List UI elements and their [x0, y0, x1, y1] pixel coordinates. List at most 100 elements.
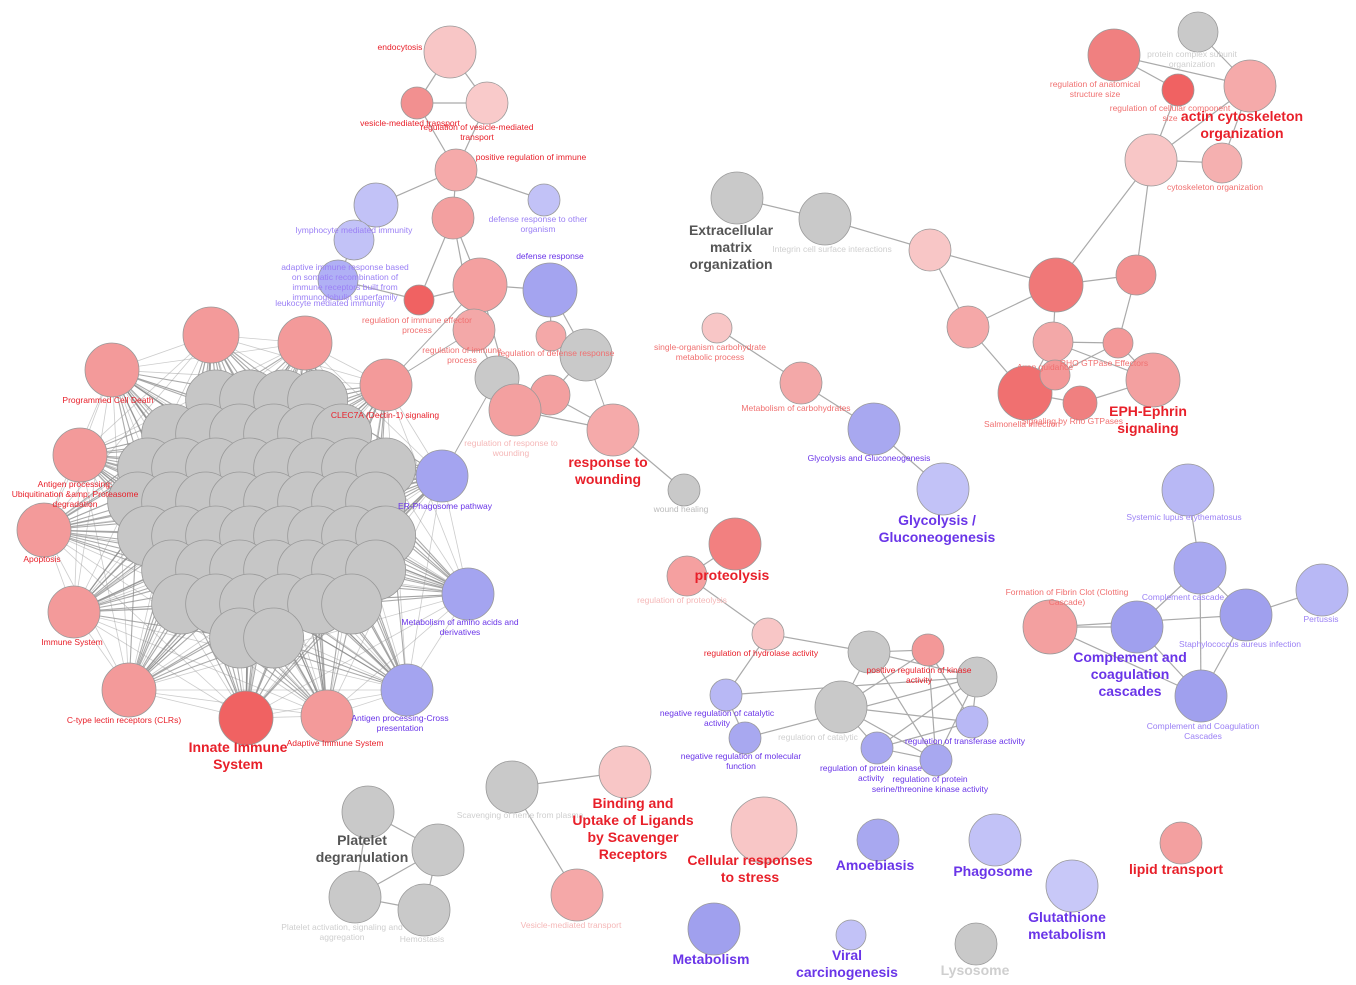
node	[403, 284, 435, 316]
node-label: defense response	[516, 251, 584, 261]
label-line: negative regulation of molecular	[681, 751, 802, 761]
label-line: Metabolism of carbohydrates	[741, 403, 850, 413]
node-label: Immune System	[41, 637, 102, 647]
node-label: Vesicle-mediated transport	[521, 920, 622, 930]
node	[667, 473, 701, 507]
node	[860, 731, 894, 765]
label-line: carcinogenesis	[796, 964, 898, 980]
node	[411, 823, 465, 877]
node-label: ER-Phagosome pathway	[398, 501, 493, 511]
label-line: to stress	[721, 869, 780, 885]
node	[353, 182, 399, 228]
node-label: Pertussis	[1304, 614, 1339, 624]
label-line: protein complex subunit	[1147, 49, 1237, 59]
label-line: regulation of cellular component	[1110, 103, 1231, 113]
label-line: serine/threonine kinase activity	[872, 784, 989, 794]
node	[550, 868, 604, 922]
label-line: Cascade)	[1049, 597, 1086, 607]
label-line: Uptake of Ligands	[572, 812, 694, 828]
node-label: Metabolism of amino acids and derivatives	[401, 617, 518, 637]
node	[527, 183, 561, 217]
node	[1087, 28, 1141, 82]
label-line: regulation of transferase activity	[905, 736, 1026, 746]
node-label: Salmonella infection	[984, 419, 1060, 429]
label-line: Ubiquitination &amp; Proteasome	[12, 489, 139, 499]
label-line: regulation of anatomical	[1050, 79, 1140, 89]
node	[1201, 142, 1243, 184]
edge	[876, 721, 973, 749]
node-label: Antigen processing-Cross presentation	[351, 713, 448, 733]
node	[300, 689, 354, 743]
node	[1161, 463, 1215, 517]
node	[16, 502, 72, 558]
label-line: Antigen processing-Cross	[351, 713, 448, 723]
node	[1045, 859, 1099, 913]
group-label: Platelet degranulation	[316, 832, 409, 865]
node	[400, 86, 434, 120]
label-line: coagulation	[1091, 666, 1170, 682]
node	[52, 427, 108, 483]
label-line: Receptors	[599, 846, 668, 862]
label-line: regulation of proteolysis	[637, 595, 727, 605]
node-label: Hemostasis	[400, 934, 444, 944]
node	[218, 690, 274, 746]
node	[709, 678, 743, 712]
node	[415, 449, 469, 503]
node	[946, 305, 990, 349]
label-line: activity	[858, 773, 885, 783]
node	[916, 462, 970, 516]
node-label: Staphylococcus aureus infection	[1179, 639, 1301, 649]
node	[535, 320, 567, 352]
node	[431, 196, 475, 240]
group-label: actin cytoskeleton organization	[1181, 108, 1303, 141]
group-label: Amoebiasis	[836, 857, 915, 873]
label-line: size	[1162, 113, 1177, 123]
group-label: Metabolism	[672, 951, 749, 967]
node-label: adaptive immune response based on somatic…	[281, 262, 409, 302]
node	[380, 663, 434, 717]
label-line: process	[402, 325, 432, 335]
node-label: Formation of Fibrin Clot (Clotting Cascad…	[1006, 587, 1129, 607]
label-line: function	[726, 761, 756, 771]
node	[1110, 600, 1164, 654]
label-line: activity	[906, 675, 933, 685]
label-line: Integrin cell surface interactions	[772, 244, 892, 254]
label-line: immune receptors built from	[292, 282, 397, 292]
node	[423, 25, 477, 79]
node-label: CLEC7A (Dectin-1) signaling	[331, 410, 439, 420]
node-label: regulation of response to wounding	[464, 438, 558, 458]
node	[522, 262, 578, 318]
node-label: Axon guidance	[1017, 362, 1074, 372]
node	[1161, 73, 1195, 107]
nodes	[16, 11, 1349, 966]
group-label: Lysosome	[941, 962, 1010, 978]
label-line: Signaling by Rho GTPases	[1021, 416, 1123, 426]
label-line: organism	[521, 224, 556, 234]
node	[1219, 588, 1273, 642]
node-label: regulation of cellular component size	[1110, 103, 1231, 123]
node	[182, 306, 240, 364]
node	[1124, 133, 1178, 187]
node-label: lymphocyte mediated immunity	[296, 225, 413, 235]
label-line: regulation of catalytic	[778, 732, 859, 742]
node-label: Scavenging of heme from plasma	[457, 810, 584, 820]
label-line: wound healing	[653, 504, 709, 514]
group-label: Glutathione metabolism	[1028, 909, 1106, 942]
label-line: Cellular responses	[687, 852, 812, 868]
label-line: Viral	[832, 947, 862, 963]
label-line: Complement and Coagulation	[1147, 721, 1260, 731]
node	[328, 870, 382, 924]
node	[730, 796, 798, 864]
label-line: Platelet	[337, 832, 387, 848]
group-label: Glycolysis / Gluconeogenesis	[879, 512, 996, 545]
node-label: Apoptosis	[23, 554, 60, 564]
node-label: C-type lectin receptors (CLRs)	[67, 715, 181, 725]
node-label: regulation of hydrolase activity	[704, 648, 819, 658]
label-line: metabolism	[1028, 926, 1106, 942]
label-line: regulation of hydrolase activity	[704, 648, 819, 658]
label-line: Metabolism of amino acids and	[401, 617, 518, 627]
label-line: Programmed Cell Death	[62, 395, 153, 405]
label-line: activity	[704, 718, 731, 728]
node	[968, 813, 1022, 867]
label-line: C-type lectin receptors (CLRs)	[67, 715, 181, 725]
